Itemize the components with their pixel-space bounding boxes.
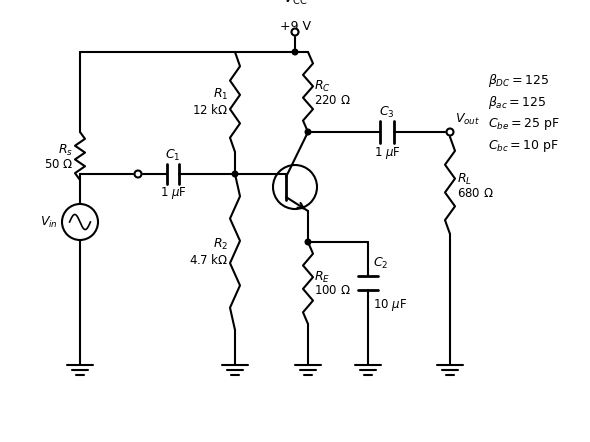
Text: 50 $\Omega$: 50 $\Omega$ xyxy=(44,157,73,171)
Text: 220 $\Omega$: 220 $\Omega$ xyxy=(314,94,351,107)
Text: $R_L$: $R_L$ xyxy=(457,172,472,187)
Text: $C_1$: $C_1$ xyxy=(165,148,181,163)
Text: $V_{out}$: $V_{out}$ xyxy=(455,112,480,127)
Text: $C_3$: $C_3$ xyxy=(379,105,395,120)
Circle shape xyxy=(291,28,299,35)
Text: 100 $\Omega$: 100 $\Omega$ xyxy=(314,285,351,297)
Text: +9 V: +9 V xyxy=(280,20,310,33)
Text: 1 $\mu$F: 1 $\mu$F xyxy=(160,185,186,201)
Text: $C_{be} = 25$ pF: $C_{be} = 25$ pF xyxy=(488,116,559,132)
Text: 1 $\mu$F: 1 $\mu$F xyxy=(373,145,401,161)
Text: $\beta_{DC} = 125$: $\beta_{DC} = 125$ xyxy=(488,72,549,89)
Text: 680 $\Omega$: 680 $\Omega$ xyxy=(457,187,494,200)
Circle shape xyxy=(305,129,311,135)
Text: 12 k$\Omega$: 12 k$\Omega$ xyxy=(192,103,228,117)
Text: $C_{bc} = 10$ pF: $C_{bc} = 10$ pF xyxy=(488,138,559,154)
Text: $R_C$: $R_C$ xyxy=(314,78,331,94)
Circle shape xyxy=(135,171,142,178)
Text: $V_{in}$: $V_{in}$ xyxy=(40,214,58,229)
Text: $C_2$: $C_2$ xyxy=(373,256,388,271)
Text: $\beta_{ac} = 125$: $\beta_{ac} = 125$ xyxy=(488,94,547,111)
Text: $R_s$: $R_s$ xyxy=(58,142,73,157)
Text: $V_{\mathrm{CC}}$: $V_{\mathrm{CC}}$ xyxy=(283,0,307,7)
Text: 4.7 k$\Omega$: 4.7 k$\Omega$ xyxy=(189,253,228,267)
Text: $R_1$: $R_1$ xyxy=(212,87,228,102)
Circle shape xyxy=(447,129,454,136)
Text: $R_2$: $R_2$ xyxy=(213,236,228,251)
Circle shape xyxy=(292,49,298,55)
Circle shape xyxy=(305,239,311,245)
Text: 10 $\mu$F: 10 $\mu$F xyxy=(373,297,407,313)
Circle shape xyxy=(232,171,238,177)
Text: $R_E$: $R_E$ xyxy=(314,270,330,285)
